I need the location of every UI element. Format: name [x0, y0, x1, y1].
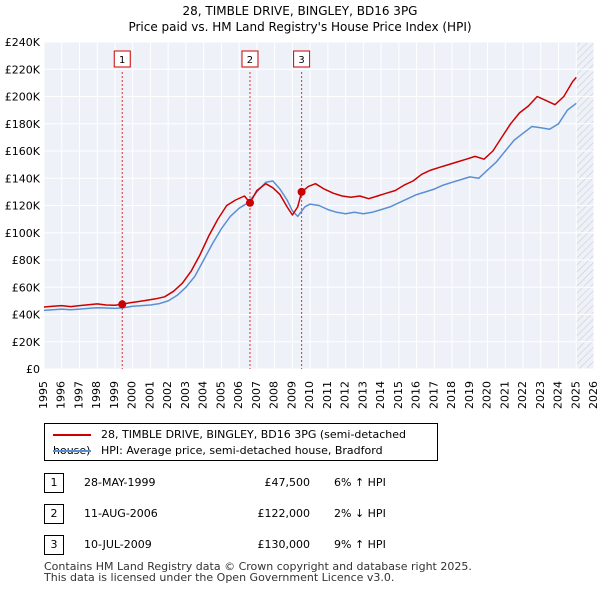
y-tick-label: £20K [12, 336, 41, 349]
transaction-point [297, 187, 306, 196]
transaction-date: 11-AUG-2006 [84, 507, 158, 520]
x-tick-label: 2022 [516, 381, 529, 409]
x-tick-label: 2008 [268, 381, 281, 409]
chart-legend: 28, TIMBLE DRIVE, BINGLEY, BD16 3PG (sem… [44, 423, 438, 461]
x-tick-label: 2016 [410, 381, 423, 409]
y-tick-label: £220K [5, 63, 41, 76]
transaction-label-box [113, 50, 131, 68]
x-tick-label: 2023 [534, 381, 547, 409]
transaction-hpi-delta: 9% ↑ HPI [334, 538, 386, 551]
y-tick-label: £240K [5, 36, 41, 49]
x-tick-label: 2007 [250, 381, 263, 409]
transaction-hpi-delta: 6% ↑ HPI [334, 476, 386, 489]
transaction-badge: 3 [44, 535, 64, 555]
transaction-point [118, 300, 127, 309]
x-tick-label: 1995 [37, 381, 50, 409]
x-tick-label: 2026 [587, 381, 600, 409]
x-tick-label: 2002 [161, 381, 174, 409]
x-tick-label: 2017 [427, 381, 440, 409]
x-tick-label: 2001 [143, 381, 156, 409]
x-tick-label: 2013 [356, 381, 369, 409]
legend-swatch-property [53, 434, 91, 436]
transaction-badge: 1 [44, 473, 64, 493]
transaction-row: 3 10-JUL-2009 £130,000 9% ↑ HPI [44, 535, 464, 555]
x-tick-label: 2025 [569, 381, 582, 409]
legend-swatch-hpi [53, 450, 91, 452]
y-tick-label: £120K [5, 200, 41, 213]
chart-title: 28, TIMBLE DRIVE, BINGLEY, BD16 3PG [183, 4, 418, 18]
y-tick-label: £40K [12, 309, 41, 322]
transaction-label: 3 [298, 55, 304, 66]
x-tick-label: 1996 [55, 381, 68, 409]
transaction-price: £130,000 [257, 538, 311, 551]
footer-license: This data is licensed under the Open Gov… [44, 571, 395, 584]
transaction-label-box [241, 50, 259, 68]
transaction-label: 1 [119, 55, 125, 66]
transaction-hpi-delta: 2% ↓ HPI [334, 507, 386, 520]
y-tick-label: £80K [12, 254, 41, 267]
x-tick-label: 2004 [197, 381, 210, 409]
y-tick-label: £100K [5, 227, 41, 240]
transaction-date: 28-MAY-1999 [84, 476, 156, 489]
x-tick-label: 2020 [481, 381, 494, 409]
x-tick-label: 2021 [498, 381, 511, 409]
transaction-price: £47,500 [264, 476, 311, 489]
x-tick-label: 2011 [321, 381, 334, 409]
chart-subtitle: Price paid vs. HM Land Registry's House … [128, 20, 471, 34]
x-tick-label: 1999 [108, 381, 121, 409]
price-chart: 28, TIMBLE DRIVE, BINGLEY, BD16 3PG Pric… [5, 4, 600, 409]
x-tick-label: 2012 [339, 381, 352, 409]
legend-item-property: 28, TIMBLE DRIVE, BINGLEY, BD16 3PG (sem… [53, 427, 437, 457]
y-tick-label: £160K [5, 145, 41, 158]
transaction-label: 2 [247, 55, 253, 66]
hpi-line [43, 102, 577, 312]
x-tick-label: 2018 [445, 381, 458, 409]
transaction-row: 2 11-AUG-2006 £122,000 2% ↓ HPI [44, 504, 464, 524]
x-tick-label: 2000 [126, 381, 139, 409]
y-tick-label: £0 [26, 363, 40, 376]
x-tick-label: 2009 [285, 381, 298, 409]
x-tick-label: 2010 [303, 381, 316, 409]
y-tick-label: £140K [5, 172, 41, 185]
transaction-date: 10-JUL-2009 [84, 538, 152, 551]
x-tick-label: 2024 [552, 381, 565, 409]
footer-attribution: Contains HM Land Registry data © Crown c… [44, 561, 472, 583]
x-tick-label: 2014 [374, 381, 387, 409]
x-tick-label: 2003 [179, 381, 192, 409]
x-tick-label: 2015 [392, 381, 405, 409]
x-tick-label: 2005 [214, 381, 227, 409]
legend-item-hpi: HPI: Average price, semi-detached house,… [53, 443, 383, 459]
transaction-price: £122,000 [257, 507, 311, 520]
x-tick-label: 1998 [90, 381, 103, 409]
y-tick-label: £200K [5, 91, 41, 104]
footer-copyright: Contains HM Land Registry data © Crown c… [44, 560, 472, 573]
transaction-row: 1 28-MAY-1999 £47,500 6% ↑ HPI [44, 473, 464, 493]
x-tick-label: 2019 [463, 381, 476, 409]
y-tick-label: £60K [12, 281, 41, 294]
y-tick-label: £180K [5, 118, 41, 131]
transaction-point [245, 198, 254, 207]
legend-label-hpi: HPI: Average price, semi-detached house,… [101, 444, 383, 457]
transaction-badge: 2 [44, 504, 64, 524]
x-tick-label: 2006 [232, 381, 245, 409]
transaction-label-box [293, 50, 311, 68]
x-tick-label: 1997 [72, 381, 85, 409]
